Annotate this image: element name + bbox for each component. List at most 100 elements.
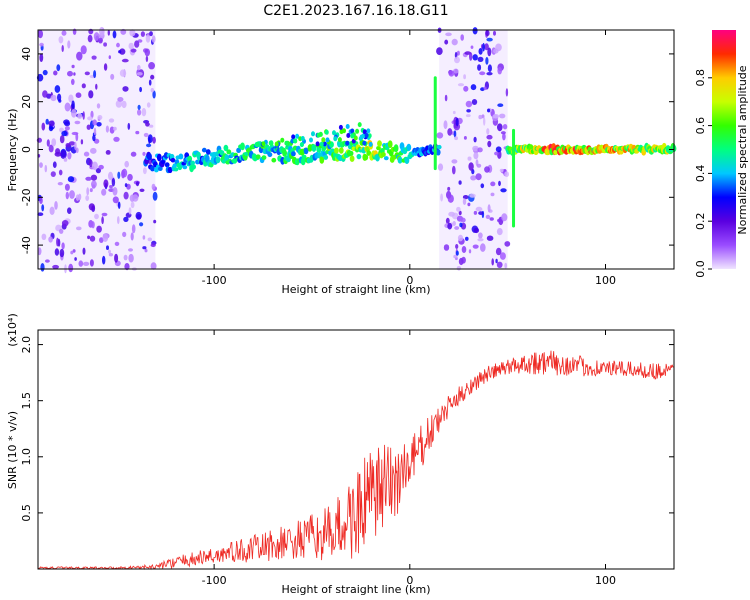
y-tick-label: 0.5 — [20, 504, 33, 522]
noise-speckle — [91, 221, 95, 229]
colorbar-gradient — [712, 30, 736, 269]
signal-blob — [338, 124, 343, 130]
signal-blob — [255, 154, 261, 160]
noise-speckle — [147, 134, 153, 144]
noise-speckle — [56, 237, 59, 247]
noise-speckle — [130, 48, 137, 53]
noise-speckle — [96, 225, 102, 233]
noise-speckle — [498, 180, 501, 187]
signal-blob — [221, 159, 227, 164]
noise-speckle — [89, 188, 93, 193]
noise-speckle — [113, 136, 120, 142]
noise-speckle — [142, 246, 147, 250]
signal-blob — [393, 144, 399, 153]
signal-blob — [362, 129, 367, 135]
y-tick-label: 40 — [20, 47, 33, 61]
noise-speckle — [95, 168, 101, 174]
noise-speckle — [480, 243, 486, 252]
noise-speckle — [470, 45, 474, 49]
noise-speckle — [436, 47, 443, 55]
signal-blob — [404, 157, 410, 165]
signal-blob — [309, 137, 313, 143]
noise-speckle — [137, 104, 141, 110]
signal-blob — [157, 166, 163, 171]
noise-speckle — [74, 257, 77, 261]
noise-speckle — [451, 38, 458, 46]
snr-y-scale-label: (x10⁴) — [6, 313, 19, 347]
signal-blob — [201, 147, 207, 153]
noise-speckle — [61, 220, 69, 227]
noise-speckle — [71, 78, 75, 85]
noise-speckle — [49, 206, 55, 215]
signal-blob — [280, 137, 285, 143]
noise-speckle — [475, 173, 482, 181]
signal-blob — [366, 128, 371, 134]
noise-speckle — [145, 55, 149, 63]
noise-speckle — [504, 262, 508, 269]
noise-speckle — [484, 43, 489, 51]
signal-blob — [173, 167, 179, 172]
noise-speckle — [59, 135, 65, 144]
noise-speckle — [80, 139, 84, 145]
noise-speckle — [486, 128, 490, 135]
noise-speckle — [90, 147, 97, 154]
noise-speckle — [76, 51, 83, 61]
noise-speckle — [48, 236, 53, 243]
y-tick-label: 20 — [20, 95, 33, 109]
noise-speckle — [151, 35, 156, 43]
signal-blob — [397, 156, 403, 164]
noise-speckle — [495, 146, 502, 153]
signal-blob — [223, 144, 229, 152]
signal-blob — [334, 147, 339, 154]
noise-speckle — [119, 69, 127, 77]
signal-blob — [301, 154, 307, 160]
noise-speckle — [101, 212, 108, 217]
noise-speckle — [496, 261, 503, 268]
noise-speckle — [65, 143, 71, 148]
noise-speckle — [80, 45, 87, 55]
noise-speckle — [99, 26, 105, 36]
noise-speckle — [470, 175, 477, 181]
noise-speckle — [88, 90, 94, 99]
signal-blob — [356, 153, 362, 160]
noise-speckle — [458, 180, 462, 185]
noise-speckle — [82, 261, 90, 266]
x-tick-label: 100 — [595, 574, 616, 587]
signal-blob — [271, 157, 277, 163]
noise-speckle — [455, 244, 459, 249]
noise-speckle — [61, 130, 68, 137]
noise-speckle — [75, 92, 82, 98]
noise-speckle — [463, 85, 469, 92]
spectrogram-y-axis-label: Frequency (Hz) — [6, 109, 19, 192]
noise-speckle — [54, 201, 58, 210]
noise-speckle — [483, 116, 486, 126]
noise-speckle — [110, 73, 115, 80]
signal-blob — [383, 156, 389, 161]
noise-speckle — [105, 150, 111, 155]
noise-speckle — [122, 86, 129, 92]
noise-speckle — [115, 100, 123, 108]
noise-speckle — [72, 249, 76, 253]
signal-blob — [178, 153, 184, 160]
signal-blob — [435, 149, 441, 156]
noise-speckle — [487, 64, 492, 72]
signal-blob — [156, 153, 162, 162]
noise-speckle — [148, 79, 152, 86]
noise-speckle — [94, 213, 99, 220]
noise-speckle — [71, 64, 75, 69]
noise-speckle — [465, 100, 473, 108]
noise-speckle — [436, 132, 444, 139]
signal-blob — [348, 150, 354, 156]
spectrogram-y-ticks: -40 -20 0 20 40 — [20, 47, 674, 254]
noise-speckle — [148, 61, 156, 70]
noise-speckle — [486, 72, 493, 76]
signal-blob — [261, 155, 267, 161]
noise-speckle — [85, 195, 90, 202]
noise-speckle — [447, 222, 453, 230]
noise-speckle — [116, 42, 120, 48]
noise-speckle — [440, 193, 443, 202]
noise-speckle — [53, 70, 58, 76]
signal-blob — [323, 154, 329, 160]
noise-speckle — [447, 186, 451, 191]
signal-blob — [345, 140, 350, 146]
